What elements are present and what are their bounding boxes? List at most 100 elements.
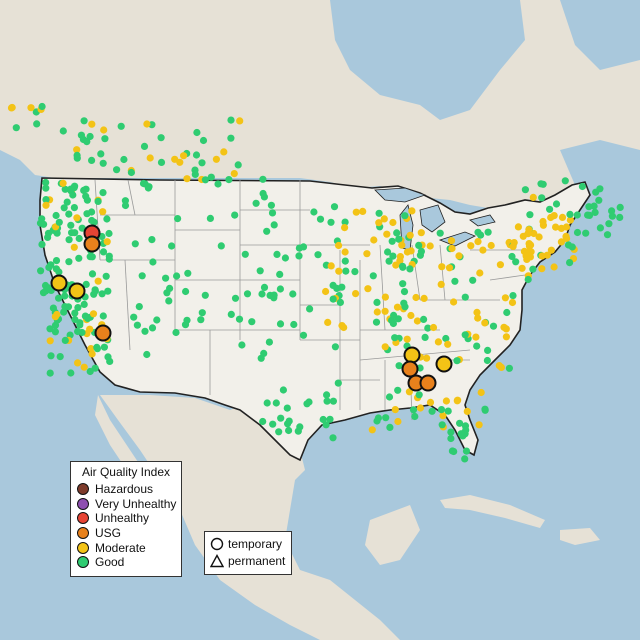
monitor-marker	[420, 315, 428, 323]
monitor-marker	[52, 257, 61, 265]
monitor-marker	[435, 355, 453, 373]
monitor-marker	[319, 415, 327, 424]
aqi-marker-layer	[7, 102, 624, 463]
monitor-marker	[201, 176, 209, 184]
monitor-marker	[403, 346, 421, 364]
monitor-marker	[94, 197, 102, 205]
monitor-marker	[230, 170, 238, 178]
monitor-marker	[88, 270, 97, 278]
monitor-marker	[49, 304, 58, 312]
monitor-marker	[68, 282, 86, 300]
monitor-marker	[199, 136, 208, 145]
monitor-marker	[462, 447, 471, 455]
monitor-marker	[80, 363, 88, 371]
monitor-marker	[591, 208, 599, 216]
monitor-marker	[450, 298, 458, 306]
monitor-marker	[294, 427, 302, 435]
monitor-marker	[342, 267, 350, 275]
monitor-marker	[369, 272, 377, 280]
monitor-marker	[42, 196, 50, 204]
monitor-marker	[70, 243, 78, 251]
monitor-marker	[406, 265, 414, 273]
monitor-marker	[234, 161, 242, 169]
monitor-marker	[51, 321, 60, 329]
monitor-marker	[455, 252, 463, 260]
monitor-marker	[525, 240, 533, 248]
monitor-marker	[411, 412, 419, 421]
monitor-marker	[83, 138, 91, 146]
monitor-marker	[605, 220, 613, 228]
monitor-marker	[434, 338, 442, 346]
monitor-marker	[105, 255, 113, 263]
monitor-marker	[437, 280, 445, 288]
monitor-marker	[526, 211, 534, 219]
monitor-marker	[394, 417, 402, 426]
monitor-marker	[389, 252, 397, 260]
monitor-marker	[401, 360, 419, 378]
monitor-marker	[201, 291, 209, 299]
legend-item-good: Good	[71, 555, 181, 570]
monitor-marker	[50, 274, 68, 292]
monitor-marker	[393, 303, 402, 311]
monitor-marker	[477, 388, 485, 397]
monitor-marker	[113, 166, 121, 174]
monitor-marker	[75, 254, 83, 262]
monitor-marker	[509, 292, 517, 300]
monitor-marker	[527, 248, 535, 256]
monitor-marker	[530, 229, 538, 238]
monitor-marker	[383, 230, 391, 238]
monitor-marker	[401, 212, 409, 220]
monitor-marker	[260, 193, 268, 201]
monitor-marker	[259, 417, 267, 426]
monitor-marker	[82, 280, 90, 288]
monitor-marker	[103, 238, 111, 246]
monitor-marker	[566, 210, 574, 218]
monitor-marker	[99, 189, 107, 197]
monitor-marker	[227, 116, 235, 124]
monitor-marker	[88, 350, 96, 358]
monitor-marker	[582, 229, 590, 237]
monitor-marker	[46, 325, 54, 333]
monitor-marker	[191, 170, 199, 178]
monitor-marker	[481, 406, 489, 414]
monitor-marker	[375, 219, 383, 227]
monitor-marker	[389, 218, 397, 227]
monitor-marker	[67, 369, 75, 377]
monitor-marker	[276, 285, 284, 293]
hazardous-swatch	[77, 483, 89, 496]
monitor-marker	[265, 338, 273, 346]
monitor-marker	[453, 397, 461, 405]
monitor-marker	[214, 180, 222, 188]
monitor-marker	[329, 281, 337, 289]
monitor-marker	[174, 215, 182, 223]
monitor-marker	[331, 343, 339, 351]
monitor-marker	[335, 267, 343, 275]
monitor-marker	[299, 243, 308, 251]
monitor-marker	[386, 423, 394, 431]
monitor-marker	[104, 287, 112, 295]
monitor-marker	[487, 241, 495, 250]
monitor-marker	[608, 212, 617, 220]
monitor-marker	[573, 228, 582, 237]
monitor-marker	[447, 428, 455, 436]
monitor-marker	[270, 291, 278, 299]
monitor-marker	[608, 207, 616, 215]
monitor-marker	[272, 399, 280, 407]
monitor-marker	[616, 203, 624, 211]
monitor-marker	[512, 258, 520, 266]
monitor-marker	[463, 407, 471, 415]
monitor-marker	[381, 343, 389, 351]
monitor-marker	[61, 303, 69, 311]
monitor-marker	[290, 320, 298, 329]
monitor-marker	[398, 262, 407, 270]
monitor-marker	[269, 420, 277, 428]
monitor-marker	[260, 349, 268, 357]
legend-item-very-unhealthy: Very Unhealthy	[71, 497, 181, 512]
monitor-marker	[552, 200, 561, 208]
monitor-marker	[461, 293, 469, 301]
monitor-marker	[162, 274, 170, 282]
monitor-marker	[550, 263, 558, 271]
monitor-marker	[141, 327, 149, 335]
monitor-marker	[235, 315, 244, 323]
monitor-marker	[562, 232, 570, 240]
